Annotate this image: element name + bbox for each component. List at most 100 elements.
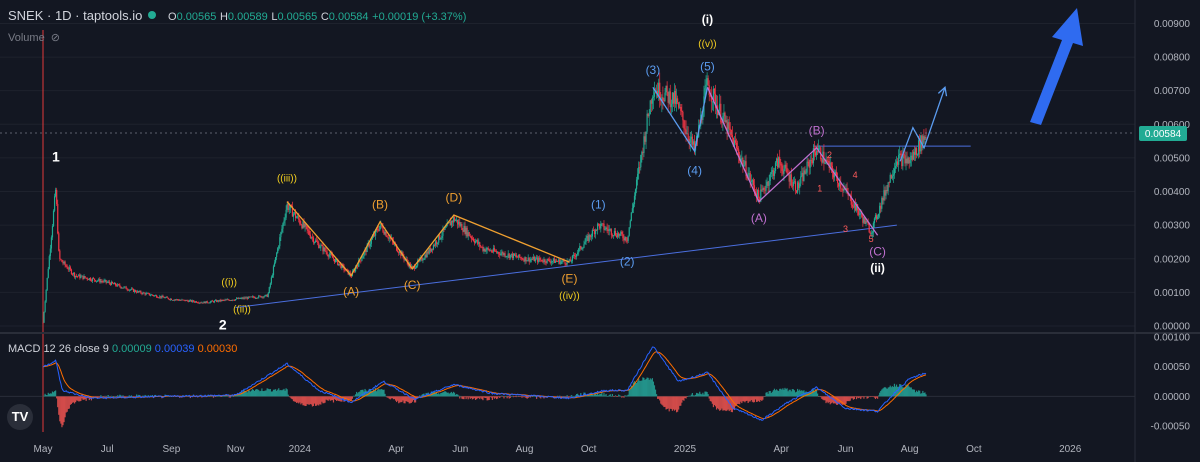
candle-body	[534, 258, 537, 262]
macd-hist-bar	[486, 396, 488, 401]
candle-body	[731, 135, 733, 138]
macd-hist-bar	[422, 393, 424, 397]
macd-hist-bar	[46, 395, 48, 397]
macd-hist-bar	[336, 396, 338, 401]
macd-hist-bar	[608, 395, 610, 397]
candle-body	[589, 234, 591, 237]
macd-hist-bar	[238, 394, 240, 397]
candle-body	[167, 297, 169, 300]
candle-body	[744, 161, 746, 165]
candle-body	[130, 288, 133, 290]
macd-hist-bar	[485, 396, 487, 398]
macd-hist-bar	[380, 389, 382, 397]
macd-hist-bar	[714, 396, 717, 407]
macd-hist-bar	[245, 391, 247, 397]
macd-hist-bar	[787, 391, 789, 397]
macd-hist-bar	[922, 390, 924, 397]
candle-body	[673, 90, 676, 104]
candle-body	[577, 252, 579, 255]
candle-body	[278, 246, 280, 249]
candle-body	[259, 295, 261, 297]
macd-hist-bar	[817, 393, 819, 397]
candle-body	[264, 295, 266, 297]
candle-body	[496, 251, 498, 253]
macd-hist-bar	[259, 391, 261, 397]
candle-body	[610, 229, 612, 235]
candle-body	[846, 188, 848, 192]
candle-body	[765, 185, 767, 191]
candle-body	[68, 267, 70, 270]
candle-body	[689, 138, 691, 143]
macd-hist-bar	[737, 396, 739, 404]
macd-hist-bar	[452, 391, 455, 397]
candle-body	[882, 198, 884, 201]
candle-body	[294, 212, 297, 218]
macd-hist-bar	[706, 391, 708, 397]
macd-hist-bar	[806, 392, 808, 397]
macd-hist-bar	[351, 396, 354, 399]
candle-body	[763, 187, 765, 190]
candle-body	[77, 276, 79, 277]
macd-hist-bar	[905, 384, 907, 397]
candle-body	[904, 155, 906, 164]
candle-body	[685, 129, 687, 134]
macd-hist-bar	[285, 388, 287, 397]
candle-body	[583, 244, 585, 248]
macd-hist-bar	[758, 396, 760, 401]
candle-body	[413, 266, 416, 269]
low-label: L	[271, 11, 278, 23]
volume-legend[interactable]: Volume ⊘	[8, 31, 60, 44]
wave-label: (C)	[869, 244, 886, 258]
candle-body	[874, 215, 877, 219]
macd-hist-bar	[879, 392, 881, 397]
macd-hist-bar	[313, 396, 316, 404]
macd-hist-bar	[861, 396, 863, 398]
wave-label: 1	[52, 148, 60, 164]
macd-hist-bar	[276, 390, 278, 397]
candle-body	[892, 174, 894, 176]
candle-body	[779, 157, 781, 164]
candle-body	[572, 254, 575, 256]
price-axis[interactable]: 0.000000.001000.002000.003000.004000.005…	[1154, 19, 1191, 333]
symbol-title[interactable]: SNEK · 1D · taptools.io	[8, 8, 143, 23]
macd-hist-bar	[814, 389, 817, 397]
macd-hist-bar	[289, 396, 291, 398]
candle-body	[841, 188, 843, 190]
macd-hist-bar	[224, 396, 226, 397]
macd-hist-bar	[454, 394, 457, 397]
macd-hist-bar	[368, 388, 370, 397]
candle-body	[706, 78, 708, 85]
macd-hist-bar	[379, 389, 381, 397]
candle-body	[832, 172, 834, 178]
candle-body	[81, 275, 83, 277]
macd-hist-bar	[58, 396, 60, 415]
candle-body	[385, 231, 387, 237]
tradingview-logo[interactable]: TV	[7, 404, 33, 430]
macd-hist-bar	[95, 396, 97, 398]
eye-hidden-icon[interactable]: ⊘	[50, 32, 60, 44]
macd-hist-bar	[343, 396, 345, 402]
macd-hist-bar	[215, 396, 217, 397]
macd-hist-bar	[406, 396, 408, 402]
macd-hist-bar	[870, 396, 872, 397]
macd-hist-bar	[85, 396, 87, 401]
macd-hist-bar	[761, 396, 763, 401]
candle-body	[562, 260, 564, 262]
macd-hist-bar	[801, 390, 803, 397]
candle-body	[810, 159, 812, 161]
candle-body	[807, 161, 809, 163]
candle-body	[153, 295, 156, 297]
macd-hist-bar	[243, 389, 245, 397]
candle-body	[287, 204, 289, 210]
candle-body	[221, 299, 223, 302]
candle-body	[637, 173, 639, 180]
time-axis[interactable]: May Jul Sep Nov 2024 Apr Jun Aug Oct 2025 Apr Jun Au…	[34, 444, 1082, 455]
candle-body	[799, 183, 801, 188]
candle-body	[156, 295, 158, 298]
close-label: C	[320, 11, 329, 23]
candle-body	[431, 248, 434, 250]
macd-hist-bar	[539, 396, 541, 398]
macd-hist-bar	[307, 396, 309, 405]
